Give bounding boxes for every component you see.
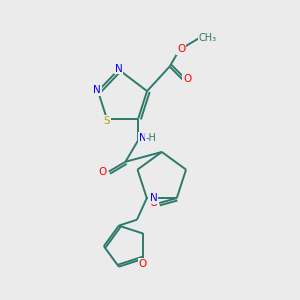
Text: N: N bbox=[93, 85, 101, 95]
Text: N: N bbox=[115, 64, 122, 74]
Text: O: O bbox=[139, 259, 147, 269]
Text: O: O bbox=[177, 44, 185, 54]
Text: N: N bbox=[139, 133, 147, 143]
Text: CH₃: CH₃ bbox=[199, 33, 217, 43]
Text: N: N bbox=[150, 193, 158, 203]
Text: -H: -H bbox=[146, 133, 156, 143]
Text: O: O bbox=[99, 167, 107, 177]
Text: O: O bbox=[149, 198, 157, 208]
Text: O: O bbox=[183, 74, 191, 84]
Text: S: S bbox=[103, 116, 110, 126]
